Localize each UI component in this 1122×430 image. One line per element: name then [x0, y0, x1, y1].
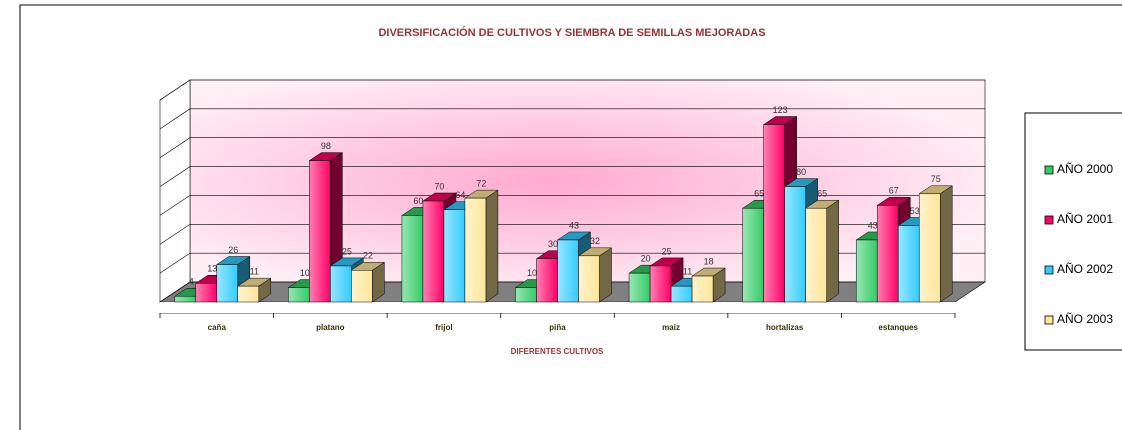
- x-tick-label: platano: [316, 323, 345, 332]
- bar: [628, 272, 651, 303]
- bar: [805, 207, 827, 303]
- bar: [288, 287, 310, 303]
- x-tick-label: estanques: [878, 323, 918, 332]
- chart-title: DIVERSIFICACIÓN DE CULTIVOS Y SIEMBRA DE…: [378, 26, 765, 39]
- bar: [578, 255, 600, 303]
- bar: [918, 193, 941, 303]
- value-label: 65: [754, 189, 764, 199]
- grid-line: [159, 108, 985, 130]
- value-label: 32: [590, 236, 600, 246]
- bar: [742, 207, 764, 303]
- x-tick-label: hortalizas: [766, 323, 804, 332]
- bar: [557, 239, 579, 303]
- bar: [649, 265, 672, 303]
- bar: [401, 215, 424, 303]
- x-tick-label: caña: [208, 323, 227, 332]
- value-label: 60: [413, 196, 423, 206]
- value-label: 22: [363, 251, 373, 261]
- legend-label: AÑO 2000: [1057, 162, 1113, 176]
- bar: [855, 239, 878, 303]
- floor-front: [160, 302, 955, 313]
- bar: [237, 285, 260, 303]
- x-axis-title: DIFERENTES CULTIVOS: [511, 347, 604, 356]
- value-label: 11: [683, 267, 692, 277]
- value-label: 67: [889, 186, 899, 196]
- legend-label: AÑO 2001: [1057, 212, 1113, 226]
- value-label: 72: [476, 178, 486, 188]
- grid-line: [159, 195, 985, 216]
- legend-swatch: [1044, 215, 1054, 225]
- bar: [351, 270, 373, 303]
- value-label: 11: [250, 267, 259, 277]
- side-wall: [159, 79, 191, 303]
- bar: [670, 285, 693, 303]
- legend-box: [1024, 112, 1122, 351]
- value-label: 70: [434, 181, 444, 191]
- value-label: 53: [910, 206, 920, 216]
- bar-side: [826, 199, 839, 303]
- x-tick-label: piña: [549, 323, 566, 332]
- bar: [330, 265, 352, 303]
- legend-label: AÑO 2003: [1057, 312, 1113, 326]
- bar-side: [599, 247, 612, 303]
- bar: [464, 197, 487, 303]
- bar: [309, 160, 331, 303]
- grid-line: [159, 252, 985, 274]
- value-label: 10: [300, 268, 310, 278]
- bar: [536, 258, 558, 303]
- bar-side: [939, 185, 953, 303]
- grid-line: [159, 137, 985, 158]
- value-label: 13: [207, 264, 217, 274]
- bar: [216, 264, 239, 303]
- legend-swatch: [1044, 315, 1054, 325]
- bar: [784, 186, 806, 303]
- value-label: 75: [931, 174, 941, 184]
- bar: [443, 209, 466, 303]
- value-label: 25: [342, 246, 352, 256]
- value-label: 123: [773, 105, 788, 115]
- bar: [515, 287, 537, 303]
- value-label: 43: [569, 220, 579, 230]
- value-label: 18: [704, 256, 714, 266]
- bar: [691, 275, 714, 303]
- value-label: 25: [662, 246, 672, 256]
- grid-line: [159, 166, 985, 187]
- value-label: 26: [228, 245, 238, 255]
- bar: [422, 200, 445, 303]
- bar: [897, 225, 920, 303]
- bar-side: [485, 189, 499, 303]
- grid-line: [159, 79, 985, 101]
- value-label: 4: [189, 277, 194, 287]
- legend-swatch: [1044, 265, 1054, 275]
- legend-swatch: [1044, 165, 1054, 175]
- value-label: 43: [868, 220, 878, 230]
- bar: [174, 295, 197, 303]
- bar: [876, 205, 899, 303]
- x-tick-label: maiz: [662, 323, 680, 332]
- bar: [763, 124, 785, 303]
- grid-line: [159, 223, 985, 245]
- value-label: 30: [548, 239, 558, 249]
- value-label: 20: [641, 254, 651, 264]
- value-label: 65: [817, 189, 827, 199]
- x-tick-label: frijol: [435, 323, 452, 332]
- bar: [195, 282, 218, 303]
- value-label: 64: [455, 190, 465, 200]
- value-label: 10: [527, 268, 537, 278]
- value-label: 98: [321, 141, 331, 151]
- value-label: 80: [796, 167, 806, 177]
- legend-label: AÑO 2002: [1057, 262, 1113, 276]
